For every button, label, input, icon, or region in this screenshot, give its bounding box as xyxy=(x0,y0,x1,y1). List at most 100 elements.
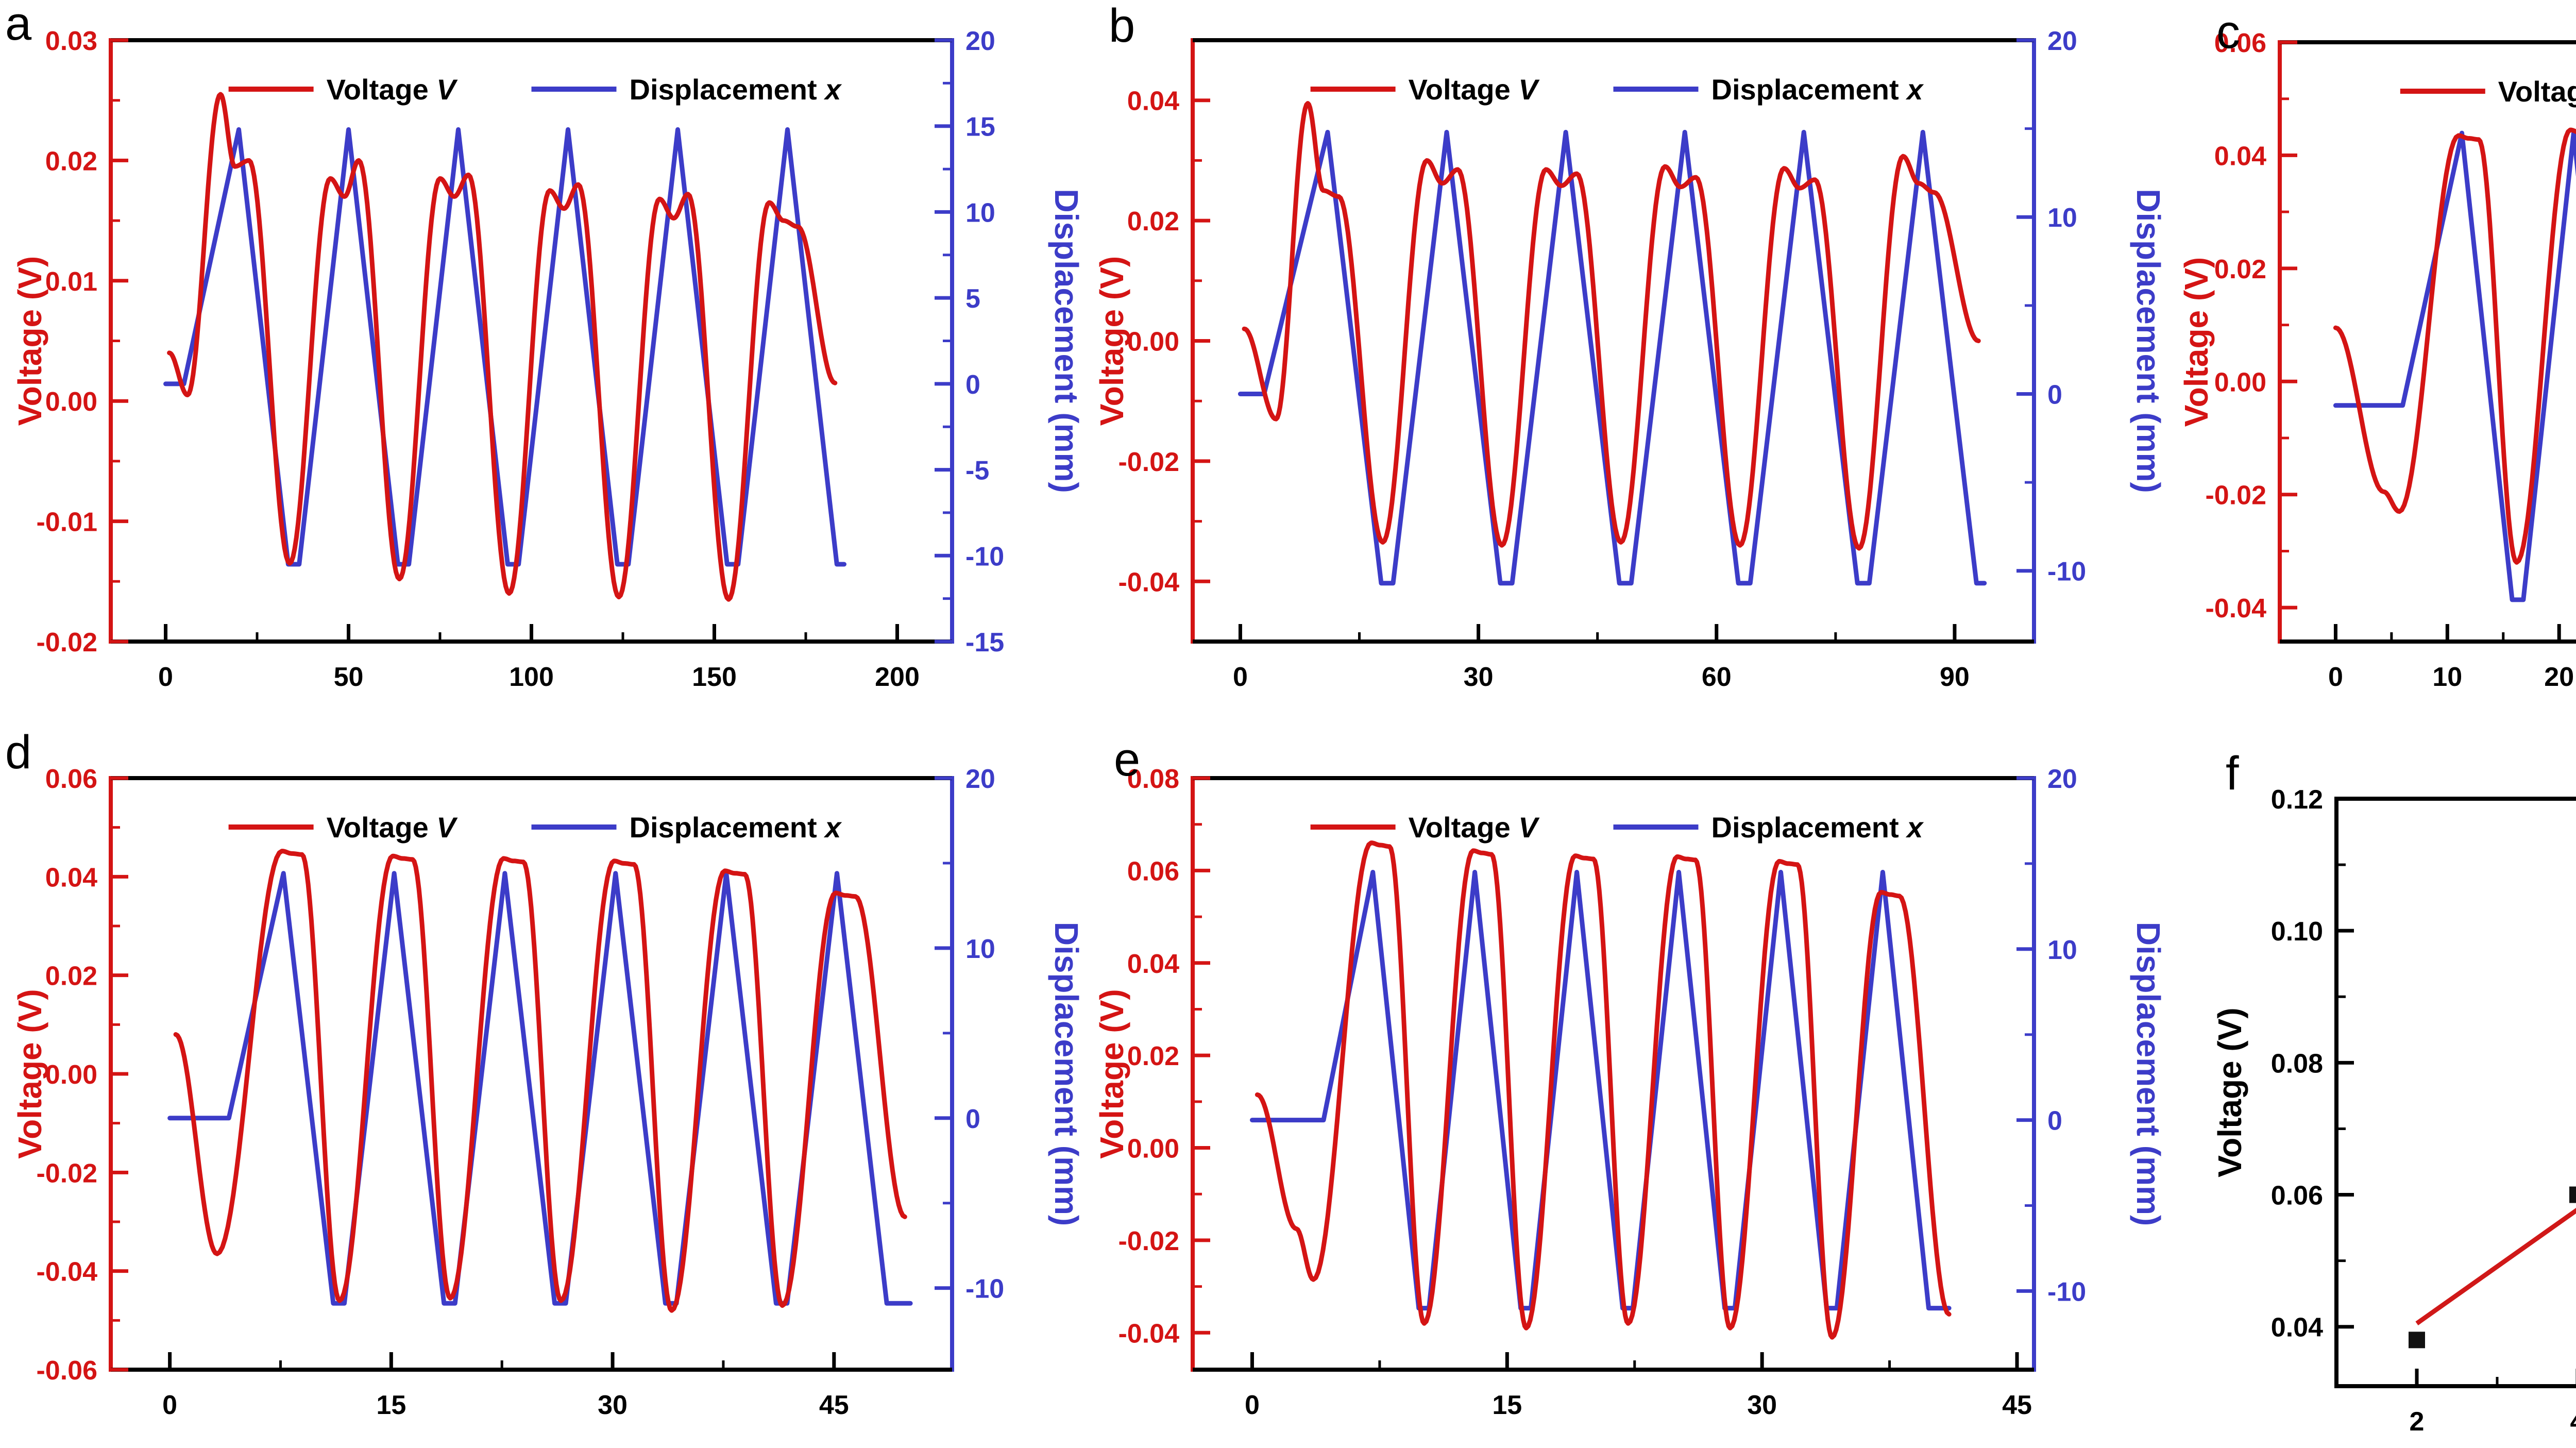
panel-e-chart: 0 15 30 45 -0.04 -0.02 0.00 0.02 0.04 0.06 0.08 -10… xyxy=(1093,764,2164,1448)
left-axis-title: Voltage (V) xyxy=(1093,256,1130,426)
x-tick-label: 0 xyxy=(162,1390,177,1420)
x-tick-label: 15 xyxy=(376,1390,406,1420)
left-tick-label: 0.01 xyxy=(45,267,97,297)
voltage-curve xyxy=(2333,127,2576,565)
right-tick-label: -10 xyxy=(965,542,1004,571)
panel-label-c: c xyxy=(2216,6,2240,58)
left-axis-title: Voltage (V) xyxy=(11,989,48,1159)
x-tick-label: 45 xyxy=(2002,1390,2032,1420)
left-tick-label: -0.02 xyxy=(36,1158,97,1188)
x-tick-label: 100 xyxy=(509,662,554,692)
panel-e-tick-labels: 0 15 30 45 -0.04 -0.02 0.00 0.02 0.04 0.06 0.08 -10… xyxy=(1118,764,2086,1420)
right-tick-label: 10 xyxy=(965,198,995,228)
right-tick-label: -10 xyxy=(2047,1277,2086,1307)
right-tick-label: 20 xyxy=(2047,26,2077,56)
left-tick-label: 0.00 xyxy=(2214,367,2266,397)
panel-b-series xyxy=(1238,101,1987,586)
left-tick-label: 0.04 xyxy=(1127,949,1179,979)
panel-c-ticks xyxy=(2280,40,2561,642)
x-tick-label: 60 xyxy=(1702,662,1732,692)
panel-b-ticks xyxy=(1193,38,2034,642)
panel-f-chart: 2468100.040.060.080.100.12Velocity (mm/s… xyxy=(2211,785,2576,1437)
x-tick-label: 200 xyxy=(875,662,920,692)
x-axis-title: Time (s) xyxy=(1550,719,1676,721)
left-tick-label: 0.02 xyxy=(1127,207,1179,237)
right-tick-label: 0 xyxy=(2047,380,2062,410)
panel-a-legend: Voltage V Displacement x xyxy=(228,73,842,106)
voltage-curve xyxy=(173,849,907,1313)
left-tick-label: -0.06 xyxy=(36,1356,97,1386)
displacement-curve xyxy=(1238,130,1987,586)
panel-c-series xyxy=(2333,127,2576,602)
right-tick-label: -15 xyxy=(965,628,1004,658)
panel-a-ticks xyxy=(111,38,952,644)
x-tick-label: 0 xyxy=(1245,1390,1260,1420)
x-tick-label: 20 xyxy=(2544,662,2574,692)
panel-d: d 0 15 30 45 -0.06 -0.04 -0.02 0.00 0.02 0.04 0.06… xyxy=(0,721,1082,1448)
x-axis-title: Time (s) xyxy=(468,1447,594,1448)
right-axis-title: Displacement (mm) xyxy=(2130,922,2164,1226)
x-tick-label: 45 xyxy=(819,1390,849,1420)
panel-f-ticks xyxy=(2336,797,2576,1386)
left-tick-label: 0.00 xyxy=(45,387,97,417)
panel-a-chart: 0 50 100 150 200-0.02-0.010.000.010.020.03-1… xyxy=(11,26,1082,721)
left-axis-title: Voltage (V) xyxy=(11,256,48,426)
left-tick-label: 0.04 xyxy=(1127,87,1179,116)
left-tick-label: -0.02 xyxy=(36,628,97,658)
displacement-curve xyxy=(167,871,913,1306)
experimental-point xyxy=(2569,1186,2576,1203)
x-axis-title: Time (s) xyxy=(468,719,594,721)
x-tick-label: 0 xyxy=(1233,662,1248,692)
right-tick-label: 0 xyxy=(965,1104,980,1134)
left-tick-label: -0.04 xyxy=(2205,594,2266,624)
left-tick-label: 0.08 xyxy=(2271,1049,2323,1079)
voltage-curve xyxy=(1255,840,1952,1340)
panel-label-f: f xyxy=(2226,747,2239,800)
left-tick-label: 0.03 xyxy=(45,26,97,56)
panel-e-series xyxy=(1250,840,1952,1340)
left-tick-label: 0.00 xyxy=(1127,327,1179,357)
panel-f-tick-labels: 2468100.040.060.080.100.12 xyxy=(2271,785,2576,1437)
panel-e-axis-titles: Time (s) Voltage (V) Displacement (mm) xyxy=(1093,922,2164,1448)
displacement-curve xyxy=(2333,130,2576,602)
left-tick-label: 0.04 xyxy=(2271,1313,2323,1343)
panel-label-d: d xyxy=(5,726,32,779)
x-tick-label: 2 xyxy=(2410,1407,2425,1437)
left-axis-title: Voltage (V) xyxy=(2211,1007,2248,1177)
right-tick-label: 10 xyxy=(2047,935,2077,965)
left-tick-label: -0.01 xyxy=(36,508,97,537)
panel-d-legend: Voltage V Displacement x xyxy=(228,811,842,844)
left-tick-label: -0.04 xyxy=(1118,1319,1179,1349)
panel-e-frame xyxy=(1191,776,2036,1372)
fitted-line xyxy=(2415,1207,2576,1325)
left-tick-label: -0.02 xyxy=(2205,481,2266,511)
panel-f-series xyxy=(2409,1186,2576,1349)
panel-a: a 0 50 100 150 200 -0.02 -0.01 0.00 0.01 0.02 0.03… xyxy=(0,0,1082,721)
panel-b-frame xyxy=(1191,38,2036,644)
voltage-curve xyxy=(1242,101,1981,551)
panel-label-e: e xyxy=(1114,733,1141,786)
right-axis-title: Displacement (mm) xyxy=(1048,922,1082,1226)
panel-c-chart: 010203040506070-0.04-0.020.000.020.040.0… xyxy=(2178,28,2576,692)
right-tick-label: 20 xyxy=(965,26,995,56)
panel-d-series xyxy=(167,849,913,1313)
x-tick-label: 4 xyxy=(2570,1407,2576,1437)
left-tick-label: -0.02 xyxy=(1118,1226,1179,1256)
panel-f-frame xyxy=(2334,797,2576,1388)
panel-d-axis-titles: Time (s) Voltage (V) Displacement (mm) xyxy=(11,922,1082,1448)
right-tick-label: 20 xyxy=(2047,764,2077,794)
left-tick-label: 0.00 xyxy=(1127,1134,1179,1164)
voltage-curve xyxy=(167,92,838,602)
left-tick-label: 0.06 xyxy=(45,764,97,794)
left-tick-label: -0.04 xyxy=(1118,567,1179,597)
panel-b: b 0 30 60 90 -0.04 -0.02 0.00 0.02 0.04 -10 0 10 20 T… xyxy=(1082,0,2164,721)
panel-c-frame xyxy=(2278,40,2576,644)
panel-b-chart: 0 30 60 90 -0.04 -0.02 0.00 0.02 0.04 -10 0 10 20 Tim… xyxy=(1093,26,2164,721)
x-tick-label: 150 xyxy=(692,662,737,692)
right-tick-label: -5 xyxy=(965,456,989,486)
legend-label: Voltage V xyxy=(1409,811,1540,844)
left-tick-label: 0.06 xyxy=(2214,28,2266,58)
x-tick-label: 30 xyxy=(598,1390,628,1420)
right-axis-title: Displacement (mm) xyxy=(1048,189,1082,493)
